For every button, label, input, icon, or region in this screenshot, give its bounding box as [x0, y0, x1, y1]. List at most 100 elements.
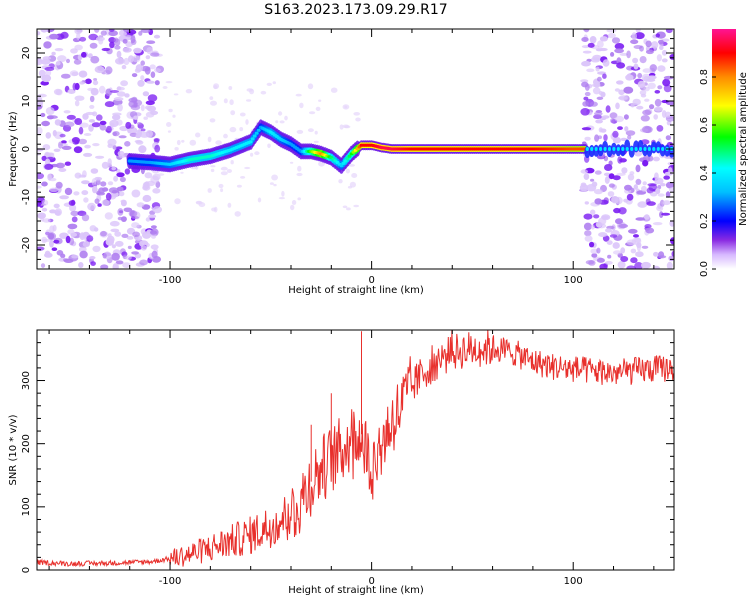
noise-blob	[637, 201, 648, 208]
noise-blob	[148, 214, 157, 219]
noise-blob	[63, 258, 74, 263]
noise-blob	[93, 78, 98, 81]
noise-blob	[100, 181, 107, 187]
noise-blob	[130, 35, 136, 44]
noise-blob	[652, 265, 660, 269]
noise-blob	[656, 205, 664, 212]
noise-blob	[185, 89, 193, 94]
noise-blob	[65, 235, 71, 244]
y-tick-label: -20	[21, 237, 32, 253]
noise-blob	[658, 39, 664, 45]
noise-blob	[154, 80, 160, 86]
noise-blob	[642, 109, 652, 116]
noise-blob	[210, 168, 215, 173]
noise-blob	[593, 82, 601, 88]
noise-blob	[195, 132, 201, 138]
noise-blob	[296, 129, 304, 134]
noise-blob	[581, 45, 590, 49]
y-tick-label: 200	[21, 434, 32, 453]
noise-blob	[661, 49, 668, 56]
ridge-tail-core	[585, 147, 589, 151]
noise-blob	[639, 45, 644, 52]
noise-blob	[66, 114, 76, 120]
noise-blob	[63, 110, 71, 114]
colorbar-tick-label: 0.8	[699, 69, 710, 85]
noise-blob	[90, 168, 99, 174]
noise-blob	[73, 191, 80, 196]
noise-blob	[601, 115, 610, 119]
noise-blob	[595, 66, 600, 72]
noise-blob	[140, 128, 146, 132]
noise-blob	[307, 83, 314, 90]
noise-blob	[47, 232, 57, 241]
noise-blob	[653, 251, 659, 257]
noise-blob	[146, 47, 154, 55]
noise-blob	[584, 136, 591, 141]
noise-blob	[636, 105, 644, 110]
noise-blob	[239, 127, 244, 132]
noise-blob	[291, 200, 297, 205]
noise-blob	[49, 239, 54, 248]
colorbar-tick-label: 0.2	[699, 213, 710, 229]
noise-blob	[605, 105, 611, 113]
noise-blob	[635, 29, 641, 33]
noise-blob	[81, 51, 87, 58]
noise-blob	[125, 121, 132, 129]
noise-blob	[61, 140, 67, 144]
noise-blob	[637, 80, 646, 88]
noise-blob	[651, 41, 659, 49]
noise-blob	[240, 176, 246, 179]
noise-blob	[633, 63, 639, 70]
noise-blob	[37, 57, 42, 64]
noise-blob	[145, 100, 155, 106]
noise-blob	[198, 202, 206, 208]
noise-blob	[633, 234, 639, 238]
noise-blob	[229, 99, 234, 106]
noise-blob	[611, 37, 621, 44]
noise-blob	[296, 172, 303, 177]
noise-blob	[654, 177, 664, 185]
noise-blob	[297, 197, 302, 201]
noise-blob	[78, 126, 84, 135]
noise-blob	[81, 214, 90, 222]
noise-blob	[601, 214, 611, 221]
noise-blob	[614, 48, 624, 54]
noise-blob	[666, 261, 673, 269]
noise-blob	[652, 222, 663, 226]
noise-blob	[91, 122, 101, 128]
noise-blob	[355, 117, 361, 122]
noise-blob	[168, 108, 173, 113]
noise-blob	[37, 185, 42, 189]
noise-blob	[346, 207, 351, 211]
noise-blob	[142, 184, 151, 191]
noise-blob	[275, 120, 279, 124]
noise-blob	[104, 212, 113, 220]
noise-blob	[54, 119, 62, 126]
noise-blob	[624, 184, 632, 191]
ridge-core	[339, 164, 344, 168]
noise-blob	[116, 91, 126, 97]
noise-blob	[64, 187, 73, 196]
noise-blob	[228, 86, 233, 90]
noise-blob	[652, 156, 660, 162]
noise-blob	[640, 115, 650, 122]
noise-blob	[111, 166, 116, 171]
noise-blob	[140, 245, 147, 251]
noise-blob	[139, 259, 149, 266]
noise-blob	[123, 57, 130, 66]
noise-blob	[279, 120, 285, 124]
noise-blob	[609, 112, 618, 119]
noise-blob	[215, 140, 222, 145]
noise-blob	[218, 183, 224, 189]
noise-blob	[83, 152, 93, 157]
noise-blob	[230, 110, 236, 116]
ridge-core	[250, 137, 255, 141]
noise-blob	[338, 179, 343, 184]
noise-blob	[245, 119, 249, 125]
noise-blob	[124, 141, 131, 147]
noise-blob	[157, 173, 165, 176]
noise-blob	[81, 190, 89, 196]
ridge-tail-core	[661, 147, 665, 151]
noise-blob	[44, 66, 55, 71]
noise-blob	[657, 193, 665, 197]
